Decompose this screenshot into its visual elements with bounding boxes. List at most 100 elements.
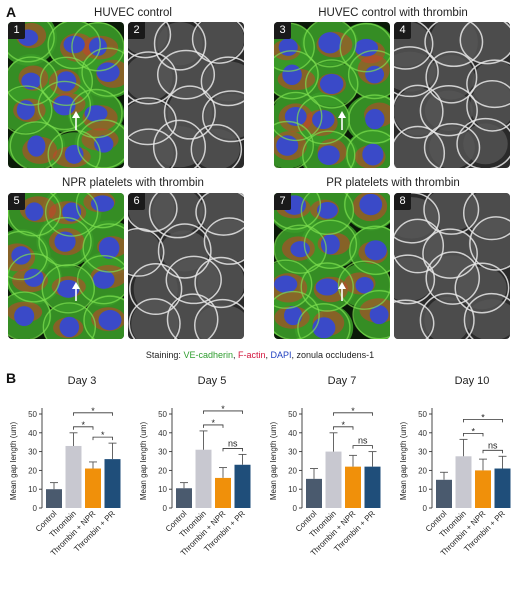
significance-bracket (463, 432, 484, 437)
image-number-1: 1 (8, 22, 25, 39)
bar (364, 466, 381, 508)
y-tick-label: 0 (163, 504, 168, 513)
bar-chart-day-5: Day 5 Mean gap length (um) 0 10 20 30 40 50 Cont… (130, 372, 260, 590)
significance-label: * (341, 420, 345, 430)
bar (85, 468, 101, 508)
significance-bracket (73, 426, 94, 430)
bar (436, 479, 452, 508)
y-tick-label: 50 (28, 410, 37, 419)
y-tick-label: 20 (418, 466, 427, 475)
image-number-5: 5 (8, 193, 25, 210)
y-tick-label: 50 (288, 410, 297, 419)
image-number-4: 4 (394, 22, 411, 39)
bar (494, 468, 511, 508)
chart-title: Day 7 (328, 375, 357, 387)
y-tick-label: 40 (158, 429, 167, 438)
significance-bracket (463, 418, 503, 423)
y-tick-label: 30 (28, 448, 37, 457)
chart-title: Day 10 (455, 375, 490, 387)
y-tick-label: 40 (288, 429, 297, 438)
staining-prefix: Staining: (145, 350, 184, 360)
significance-label: ns (358, 436, 368, 446)
image-number-3: 3 (274, 22, 291, 39)
image-number-8: 8 (394, 193, 411, 210)
significance-label: * (81, 420, 85, 430)
significance-label: * (91, 406, 95, 416)
y-axis-label: Mean gap length (um) (269, 422, 278, 501)
y-tick-label: 10 (418, 485, 427, 494)
significance-label: ns (488, 440, 498, 450)
staining-f-actin: F-actin (237, 350, 266, 360)
bar (475, 470, 491, 508)
y-tick-label: 30 (418, 448, 427, 457)
significance-bracket (333, 412, 373, 416)
y-tick-label: 0 (423, 504, 428, 513)
significance-bracket (203, 410, 243, 414)
bar-chart-day-3: Day 3 Mean gap length (um) 0 10 20 30 40 50 Cont… (0, 372, 130, 590)
micrograph-3-fluorescence: 3 (274, 22, 390, 168)
significance-label: * (221, 404, 225, 414)
y-tick-label: 40 (418, 429, 427, 438)
significance-label: ns (228, 438, 238, 448)
staining-dapi: DAPI (270, 350, 292, 360)
group-title-pr-platelets: PR platelets with thrombin (326, 177, 460, 189)
group-title-huvec-thrombin: HUVEC control with thrombin (318, 7, 468, 19)
y-tick-label: 0 (293, 504, 298, 513)
bar (325, 451, 342, 508)
micrograph-4-zo1: 4 (394, 22, 510, 168)
bar (234, 464, 251, 508)
y-tick-label: 10 (28, 485, 37, 494)
bar (195, 449, 212, 508)
micrograph-8-zo1: 8 (394, 193, 510, 339)
y-tick-label: 20 (28, 466, 37, 475)
micrograph-5-fluorescence: 5 (8, 193, 124, 339)
y-tick-label: 30 (288, 448, 297, 457)
y-tick-label: 20 (158, 466, 167, 475)
bar (345, 466, 361, 508)
image-number-7: 7 (274, 193, 291, 210)
significance-label: * (351, 406, 355, 416)
bar (104, 459, 121, 508)
significance-label: * (471, 426, 475, 436)
image-number-6: 6 (128, 193, 145, 210)
y-tick-label: 30 (158, 448, 167, 457)
y-tick-label: 0 (33, 504, 38, 513)
chart-title: Day 3 (68, 375, 97, 387)
y-tick-label: 20 (288, 466, 297, 475)
staining-ve-cadherin: VE-cadherin (183, 350, 233, 360)
chart-title: Day 5 (198, 375, 227, 387)
bar-chart-day-10: Day 10 Mean gap length (um) 0 10 20 30 40 50 Con… (390, 372, 520, 590)
staining-suffix: , zonula occludens-1 (291, 350, 375, 360)
y-tick-label: 10 (288, 485, 297, 494)
bar (176, 488, 192, 508)
significance-bracket (333, 426, 354, 430)
micrograph-2-zo1: 2 (128, 22, 244, 168)
significance-bracket (482, 449, 503, 454)
y-tick-label: 10 (158, 485, 167, 494)
staining-legend: Staining: VE-cadherin, F-actin, DAPI, zo… (0, 350, 520, 360)
bar (306, 478, 322, 508)
significance-label: * (211, 418, 215, 428)
y-tick-label: 40 (28, 429, 37, 438)
significance-bracket (203, 424, 224, 428)
micrograph-1-fluorescence: 1 (8, 22, 124, 168)
bar (215, 477, 231, 508)
significance-label: * (481, 412, 485, 422)
micrograph-6-zo1: 6 (128, 193, 244, 339)
panel-a-label: A (6, 4, 17, 20)
bar (455, 456, 472, 508)
significance-label: * (101, 430, 105, 440)
significance-bracket (73, 412, 113, 416)
y-axis-label: Mean gap length (um) (9, 422, 18, 501)
micrograph-7-fluorescence: 7 (274, 193, 390, 339)
y-axis-label: Mean gap length (um) (399, 422, 408, 501)
significance-bracket (222, 448, 243, 452)
group-title-huvec-control: HUVEC control (94, 7, 172, 19)
y-axis-label: Mean gap length (um) (139, 422, 148, 501)
y-tick-label: 50 (418, 410, 427, 419)
bar (65, 445, 82, 508)
bar-chart-day-7: Day 7 Mean gap length (um) 0 10 20 30 40 50 Cont… (260, 372, 390, 590)
y-tick-label: 50 (158, 410, 167, 419)
staining-sep-2: , (265, 350, 271, 360)
significance-bracket (92, 436, 113, 441)
